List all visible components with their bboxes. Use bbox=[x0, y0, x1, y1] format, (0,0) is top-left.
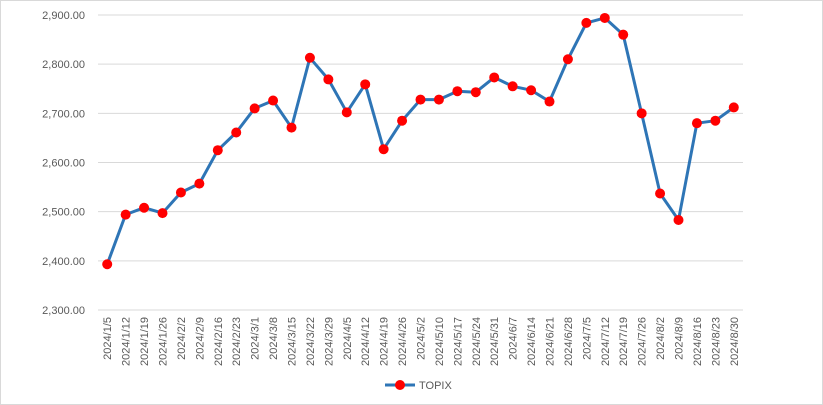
data-point-7 bbox=[231, 127, 242, 138]
data-point-22 bbox=[507, 81, 518, 92]
data-point-30 bbox=[655, 188, 666, 199]
data-point-27 bbox=[599, 12, 610, 23]
data-point-33 bbox=[710, 115, 721, 126]
data-point-1 bbox=[120, 209, 131, 220]
data-point-12 bbox=[323, 74, 334, 85]
data-point-19 bbox=[452, 86, 463, 97]
x-tick-label-4: 2024/2/2 bbox=[176, 317, 188, 360]
x-tick-label-11: 2024/3/22 bbox=[305, 317, 317, 366]
y-tick-label-3: 2,600.00 bbox=[42, 158, 85, 170]
series-line-topix bbox=[105, 16, 736, 266]
x-tick-label-1: 2024/1/12 bbox=[121, 317, 133, 366]
x-tick-label-17: 2024/5/2 bbox=[416, 317, 428, 360]
data-point-3 bbox=[157, 208, 168, 219]
data-point-16 bbox=[397, 115, 408, 126]
data-point-13 bbox=[341, 107, 352, 118]
x-tick-label-31: 2024/8/9 bbox=[674, 317, 686, 360]
data-point-25 bbox=[562, 54, 573, 65]
x-tick-label-33: 2024/8/23 bbox=[710, 317, 722, 366]
data-point-5 bbox=[194, 178, 205, 189]
data-point-34 bbox=[728, 102, 739, 113]
y-tick-label-0: 2,300.00 bbox=[42, 305, 85, 317]
x-tick-label-27: 2024/7/12 bbox=[600, 317, 612, 366]
data-point-18 bbox=[433, 94, 444, 105]
data-point-24 bbox=[544, 96, 555, 107]
data-point-6 bbox=[212, 145, 223, 156]
data-point-20 bbox=[470, 87, 481, 98]
x-tick-label-6: 2024/2/16 bbox=[213, 317, 225, 366]
x-tick-label-8: 2024/3/1 bbox=[250, 317, 262, 360]
x-tick-label-18: 2024/5/10 bbox=[434, 317, 446, 366]
x-tick-label-3: 2024/1/26 bbox=[158, 317, 170, 366]
x-tick-label-34: 2024/8/30 bbox=[729, 317, 741, 366]
x-tick-label-29: 2024/7/26 bbox=[637, 317, 649, 366]
x-tick-label-26: 2024/7/5 bbox=[581, 317, 593, 360]
x-tick-label-2: 2024/1/19 bbox=[139, 317, 151, 366]
y-tick-label-5: 2,800.00 bbox=[42, 59, 85, 71]
x-tick-label-24: 2024/6/21 bbox=[545, 317, 557, 366]
legend-marker-swatch bbox=[395, 380, 405, 390]
data-point-9 bbox=[268, 95, 279, 106]
x-tick-label-32: 2024/8/16 bbox=[692, 317, 704, 366]
data-point-32 bbox=[691, 118, 702, 129]
y-tick-label-1: 2,400.00 bbox=[42, 256, 85, 268]
x-tick-label-16: 2024/4/26 bbox=[397, 317, 409, 366]
data-point-26 bbox=[581, 17, 592, 28]
legend-label-topix: TOPIX bbox=[419, 380, 452, 392]
y-axis-tick-labels: 2,300.00 2,400.00 2,500.00 2,600.00 2,700.00… bbox=[42, 10, 85, 317]
x-tick-label-28: 2024/7/19 bbox=[618, 317, 630, 366]
data-point-8 bbox=[249, 103, 260, 114]
y-tick-label-2: 2,500.00 bbox=[42, 207, 85, 219]
data-point-0 bbox=[102, 259, 113, 270]
y-tick-label-4: 2,700.00 bbox=[42, 108, 85, 120]
gridlines bbox=[98, 14, 743, 311]
x-tick-label-15: 2024/4/19 bbox=[379, 317, 391, 366]
x-tick-label-12: 2024/3/29 bbox=[323, 317, 335, 366]
x-tick-label-7: 2024/2/23 bbox=[231, 317, 243, 366]
x-tick-label-30: 2024/8/2 bbox=[655, 317, 667, 360]
x-tick-label-0: 2024/1/5 bbox=[102, 317, 114, 360]
data-point-28 bbox=[618, 29, 629, 40]
x-tick-label-13: 2024/4/5 bbox=[342, 317, 354, 360]
x-tick-label-14: 2024/4/12 bbox=[360, 317, 372, 366]
x-tick-label-20: 2024/5/24 bbox=[471, 317, 483, 366]
data-point-21 bbox=[489, 72, 500, 83]
y-tick-label-6: 2,900.00 bbox=[42, 10, 85, 22]
data-point-10 bbox=[286, 122, 297, 133]
data-point-14 bbox=[360, 79, 371, 90]
data-point-23 bbox=[526, 85, 537, 96]
data-point-17 bbox=[415, 94, 426, 105]
x-tick-label-21: 2024/5/31 bbox=[489, 317, 501, 366]
x-tick-label-25: 2024/6/28 bbox=[563, 317, 575, 366]
data-point-29 bbox=[636, 108, 647, 119]
data-point-2 bbox=[139, 202, 150, 213]
data-point-31 bbox=[673, 215, 684, 226]
x-tick-label-23: 2024/6/14 bbox=[526, 317, 538, 366]
x-tick-label-19: 2024/5/17 bbox=[452, 317, 464, 366]
x-tick-label-5: 2024/2/9 bbox=[194, 317, 206, 360]
series-topix bbox=[102, 12, 739, 270]
data-point-15 bbox=[378, 144, 389, 155]
x-tick-label-10: 2024/3/15 bbox=[287, 317, 299, 366]
x-tick-label-9: 2024/3/8 bbox=[268, 317, 280, 360]
x-tick-label-22: 2024/6/7 bbox=[508, 317, 520, 360]
data-point-11 bbox=[304, 52, 315, 63]
x-axis-tick-labels: 2024/1/5 2024/1/12 2024/1/19 2024/1/26 2024/… bbox=[102, 317, 741, 366]
legend: TOPIX bbox=[385, 380, 452, 392]
data-point-4 bbox=[175, 187, 186, 198]
